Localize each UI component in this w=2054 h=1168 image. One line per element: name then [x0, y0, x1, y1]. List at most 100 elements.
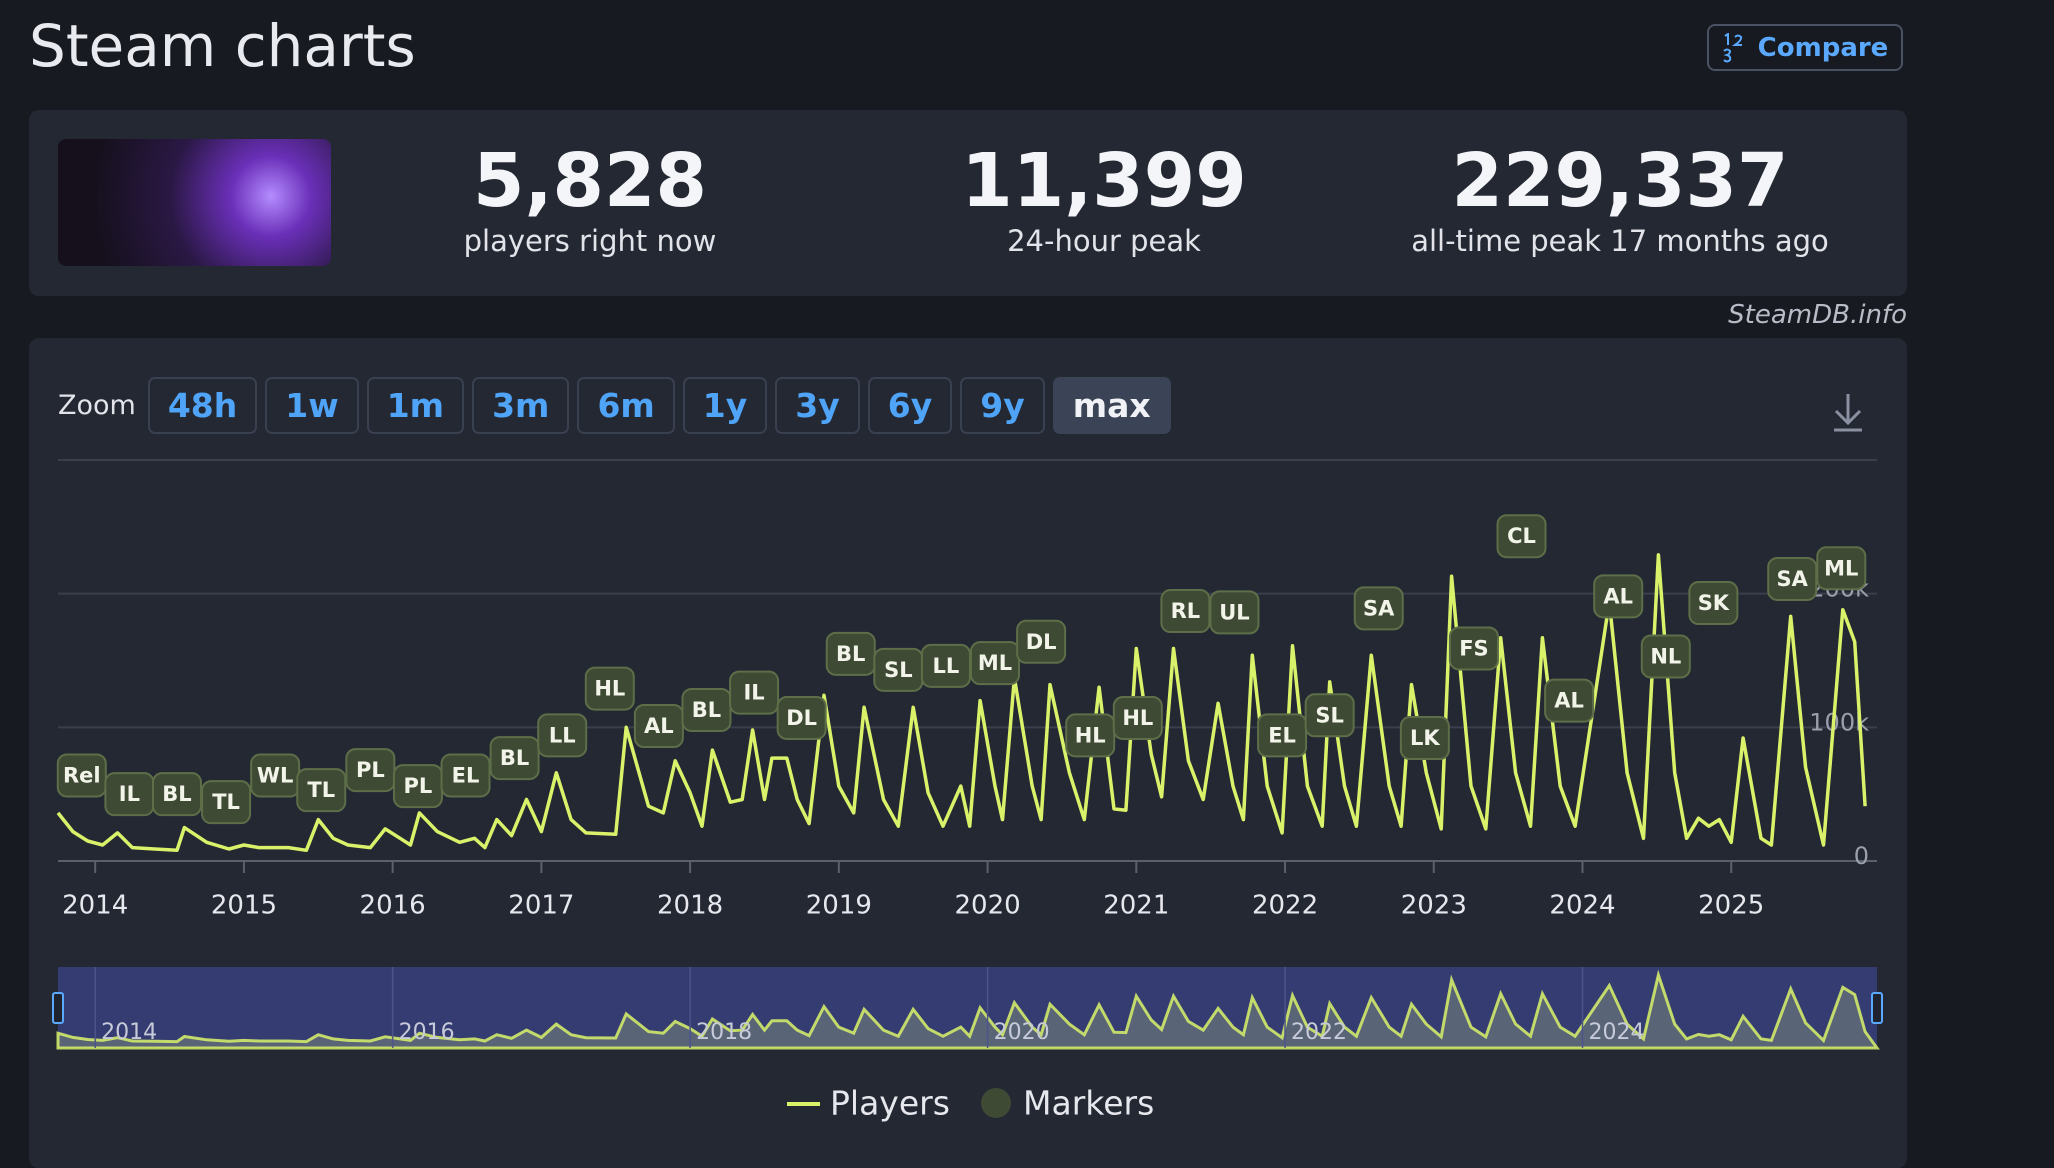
- marker-label: TL: [212, 790, 240, 814]
- marker[interactable]: [729, 670, 780, 715]
- stat-value: 11,399: [961, 138, 1247, 224]
- marker[interactable]: [1112, 695, 1163, 740]
- marker[interactable]: [1016, 619, 1067, 664]
- marker-label: AL: [1603, 584, 1633, 608]
- marker[interactable]: [1160, 589, 1211, 634]
- marker-label: BL: [692, 698, 721, 722]
- legend-markers-swatch: [981, 1088, 1011, 1118]
- marker[interactable]: [1544, 678, 1595, 723]
- navigator-handle[interactable]: [52, 992, 64, 1024]
- marker-label: ML: [978, 651, 1012, 675]
- marker[interactable]: [1353, 586, 1404, 631]
- zoom-button[interactable]: 1w: [265, 377, 359, 434]
- stat: 5,828 players right now: [330, 138, 850, 258]
- zoom-button[interactable]: max: [1052, 377, 1171, 434]
- x-tick-label: 2016: [360, 891, 426, 921]
- marker-label: SL: [1315, 703, 1344, 727]
- marker[interactable]: [1767, 556, 1818, 601]
- navigator-handle[interactable]: [1871, 992, 1883, 1024]
- marker[interactable]: [1496, 514, 1547, 559]
- marker-label: EL: [452, 763, 480, 787]
- marker-label: SK: [1698, 591, 1730, 615]
- marker[interactable]: [920, 643, 971, 688]
- marker[interactable]: [1688, 581, 1739, 626]
- navigator-tick-label: 2020: [994, 1020, 1050, 1045]
- x-tick-label: 2025: [1698, 891, 1764, 921]
- marker-label: PL: [356, 758, 385, 782]
- marker-label: PL: [404, 774, 433, 798]
- x-tick-label: 2022: [1252, 891, 1318, 921]
- marker-label: DL: [1026, 630, 1057, 654]
- zoom-button[interactable]: 6y: [867, 377, 953, 434]
- marker[interactable]: [1593, 574, 1644, 619]
- stat-label: players right now: [463, 224, 717, 258]
- marker[interactable]: [537, 713, 588, 758]
- marker[interactable]: [56, 753, 107, 798]
- legend-markers[interactable]: Markers: [1023, 1084, 1154, 1123]
- navigator-tick-label: 2018: [696, 1020, 752, 1045]
- legend-players[interactable]: Players: [830, 1084, 950, 1123]
- marker-label: HL: [1075, 723, 1106, 747]
- marker-label: BL: [162, 782, 191, 806]
- compare-icon: [1722, 32, 1742, 62]
- x-tick-label: 2021: [1103, 891, 1169, 921]
- marker[interactable]: [584, 666, 635, 711]
- marker[interactable]: [1304, 693, 1355, 738]
- x-tick-label: 2017: [508, 891, 574, 921]
- compare-label: Compare: [1757, 32, 1889, 63]
- marker-label: TL: [307, 778, 335, 802]
- zoom-label: Zoom: [58, 390, 136, 421]
- navigator-tick-label: 2014: [101, 1020, 157, 1045]
- marker-label: UL: [1219, 600, 1249, 624]
- marker[interactable]: [489, 736, 540, 781]
- marker[interactable]: [681, 687, 732, 732]
- stat-label: 24-hour peak: [1007, 224, 1201, 258]
- page: Steam charts Compare SteamDB.info Zoom 4…: [29, 12, 1907, 1168]
- marker[interactable]: [1065, 713, 1116, 758]
- marker[interactable]: [776, 695, 827, 740]
- marker[interactable]: [1816, 546, 1867, 591]
- zoom-button[interactable]: 9y: [960, 377, 1045, 434]
- marker[interactable]: [1257, 713, 1308, 758]
- marker-label: CL: [1507, 524, 1536, 548]
- marker[interactable]: [1640, 634, 1691, 679]
- zoom-button[interactable]: 3y: [775, 377, 860, 434]
- marker-label: HL: [594, 677, 625, 701]
- zoom-button[interactable]: 48h: [147, 377, 258, 434]
- stat: 11,399 24-hour peak: [844, 138, 1364, 258]
- zoom-button[interactable]: 1y: [682, 377, 768, 434]
- navigator-area: [56, 969, 1880, 1050]
- marker-label: EL: [1268, 723, 1296, 747]
- download-icon[interactable]: [1834, 394, 1862, 432]
- marker-label: ML: [1824, 556, 1858, 580]
- x-tick-label: 2014: [62, 891, 128, 921]
- marker[interactable]: [296, 768, 347, 813]
- x-tick-label: 2018: [657, 891, 723, 921]
- marker[interactable]: [1448, 626, 1499, 671]
- x-tick-label: 2015: [211, 891, 277, 921]
- marker-label: BL: [500, 746, 529, 770]
- marker[interactable]: [201, 780, 252, 825]
- stat-value: 5,828: [472, 138, 708, 224]
- compare-button[interactable]: Compare: [1707, 24, 1903, 71]
- marker[interactable]: [1399, 716, 1450, 761]
- marker[interactable]: [151, 772, 202, 817]
- page-title: Steam charts: [29, 12, 416, 80]
- zoom-button[interactable]: 1m: [366, 377, 465, 434]
- x-tick-label: 2020: [954, 891, 1020, 921]
- marker-label: DL: [786, 706, 817, 730]
- marker-label: SA: [1363, 596, 1395, 620]
- marker-label: LL: [933, 654, 960, 678]
- marker[interactable]: [440, 753, 491, 798]
- marker-label: SL: [884, 658, 913, 682]
- navigator-tick-label: 2022: [1291, 1020, 1347, 1045]
- zoom-button[interactable]: 6m: [577, 377, 675, 434]
- zoom-bar: Zoom 48h 1w 1m 3m 6m 1y 3y 6y 9y max: [58, 377, 1171, 434]
- zoom-button[interactable]: 3m: [472, 377, 570, 434]
- marker-label: WL: [257, 763, 294, 787]
- navigator-tick-label: 2024: [1589, 1020, 1645, 1045]
- stat: 229,337 all-time peak 17 months ago: [1360, 138, 1880, 258]
- marker[interactable]: [970, 641, 1021, 686]
- stat-label: all-time peak 17 months ago: [1411, 224, 1829, 258]
- marker[interactable]: [1209, 590, 1260, 635]
